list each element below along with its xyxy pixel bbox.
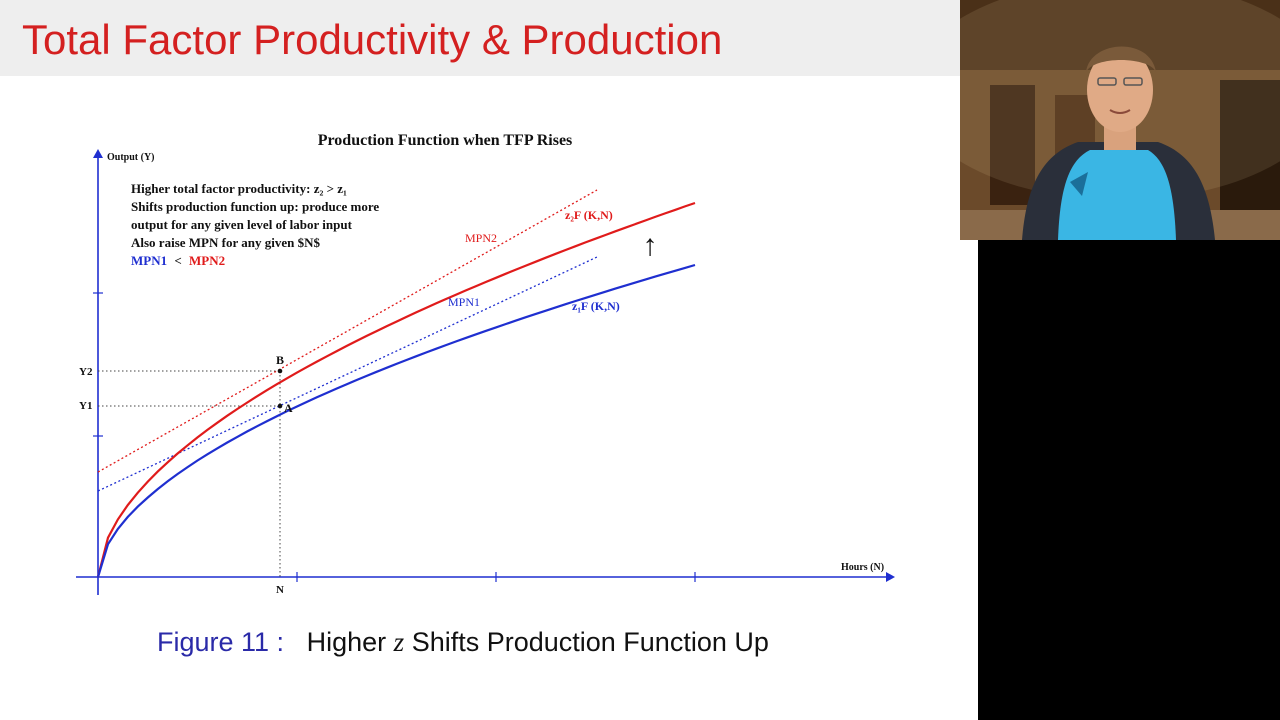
- slide-title: Total Factor Productivity & Production: [22, 16, 723, 63]
- low-tfp-production-curve: [96, 263, 696, 578]
- title-bar: Total Factor Productivity & Production: [0, 0, 978, 76]
- annotation-line-1: Higher total factor productivity: z₂ > z…: [131, 181, 347, 196]
- high-tfp-production-curve: [96, 201, 696, 578]
- annotation-line-3: output for any given level of labor inpu…: [131, 217, 353, 232]
- low-tfp-curve-label: z₁F (K,N): [572, 299, 620, 313]
- black-letterbox: [978, 240, 1280, 720]
- mpn1-comparison-label: MPN1: [131, 253, 167, 268]
- annotation-line-4: Also raise MPN for any given $N$: [131, 235, 320, 250]
- point-b-label: B: [276, 353, 284, 367]
- x-axis-arrow: [886, 572, 895, 582]
- mpn2-tangent-line: [97, 189, 598, 473]
- chart-title: Production Function when TFP Rises: [318, 132, 573, 149]
- mpn2-comparison-label: MPN2: [189, 253, 225, 268]
- figure-number: Figure 11 :: [157, 627, 285, 657]
- y2-tick-label: Y2: [79, 366, 93, 378]
- slide: Total Factor Productivity & Production: [0, 0, 978, 660]
- reference-lines: [98, 370, 281, 577]
- high-tfp-curve-label: z₂F (K,N): [565, 208, 613, 222]
- comparison-operator: <: [174, 253, 181, 268]
- mp-comparison: MPN1 < MPN2: [131, 253, 225, 268]
- point-b-marker: [277, 368, 283, 374]
- presenter-video-feed: [960, 0, 1280, 240]
- axes: [76, 156, 888, 595]
- y1-tick-label: Y1: [79, 400, 92, 412]
- presenter-video-icon: [960, 0, 1280, 240]
- mpn1-tangent-line: [97, 256, 598, 492]
- point-a-marker: [277, 403, 283, 409]
- mpn2-tangent-label: MPN2: [465, 231, 497, 245]
- mpn1-tangent-label: MPN1: [448, 295, 480, 309]
- n-tick-label: N: [276, 584, 284, 596]
- caption-text-before: Higher: [306, 627, 387, 657]
- figure-caption: Figure 11 : Higher z Shifts Production F…: [157, 624, 769, 660]
- annotation-line-2: Shifts production function up: produce m…: [131, 199, 379, 214]
- caption-text-after: Shifts Production Function Up: [411, 627, 769, 657]
- point-a-label: A: [284, 401, 293, 415]
- shift-up-arrow-icon: ↑: [643, 229, 658, 262]
- production-function-chart: Production Function when TFP Rises Outpu…: [76, 132, 895, 596]
- caption-variable: z: [393, 627, 405, 657]
- y-axis-label: Output (Y): [107, 152, 155, 163]
- y-axis-arrow: [93, 149, 103, 158]
- x-axis-label: Hours (N): [841, 562, 884, 573]
- axis-ticks: [93, 292, 696, 582]
